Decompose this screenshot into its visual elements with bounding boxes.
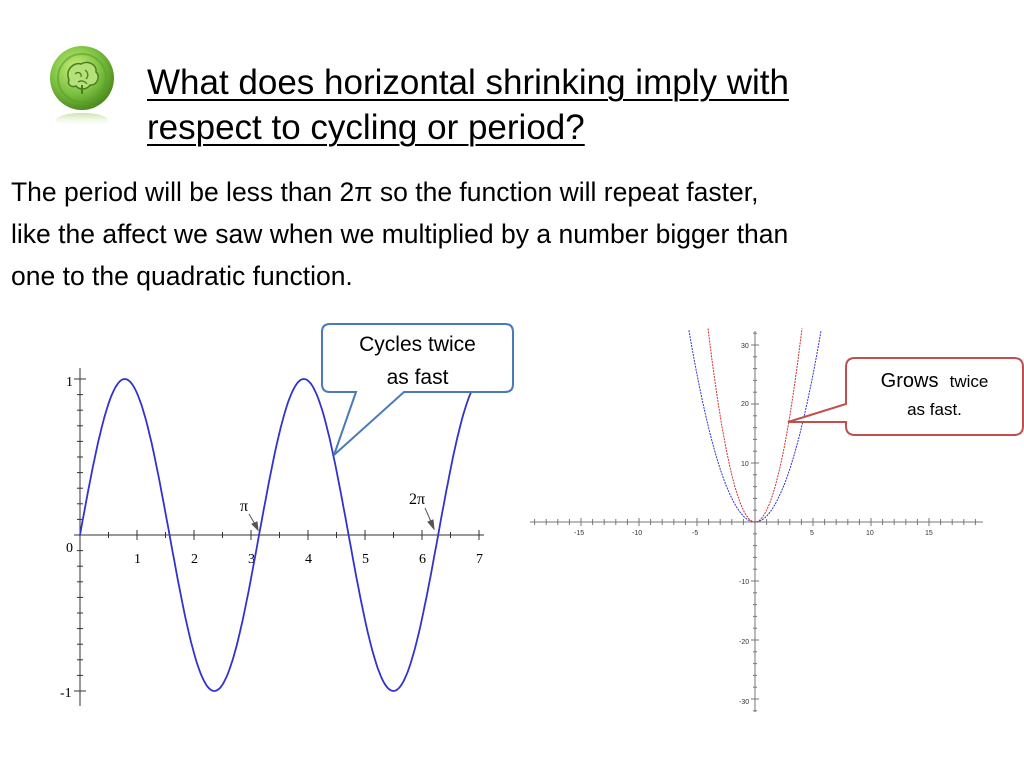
para-y-tick-neg30: -30 xyxy=(739,699,749,706)
body-paragraph: The period will be less than 2π so the f… xyxy=(11,171,1021,297)
sine-x-tick-4: 4 xyxy=(305,552,312,567)
para-y-tick-10: 10 xyxy=(741,461,749,468)
sine-x-tick-7: 7 xyxy=(476,552,483,567)
parabola-callout-grows: Grows xyxy=(880,370,939,392)
title-line-1: What does horizontal shrinking imply wit… xyxy=(147,63,789,102)
para-x-tick-10: 10 xyxy=(866,530,874,537)
title-line-2: respect to cycling or period? xyxy=(147,108,585,147)
sine-series-line xyxy=(79,378,480,692)
parabola-callout: Grows twice as fast. xyxy=(846,365,1023,422)
sine-x-tick-3: 3 xyxy=(248,552,255,567)
parabola-ticks xyxy=(534,332,976,712)
body-line-3: one to the quadratic function. xyxy=(11,261,353,291)
two-pi-annotation: 2π xyxy=(409,491,425,508)
sine-y-tick-neg1: -1 xyxy=(60,686,72,701)
para-x-tick-15: 15 xyxy=(925,530,933,537)
sine-x-tick-5: 5 xyxy=(362,552,369,567)
sine-x-tick-2: 2 xyxy=(191,552,198,567)
para-y-tick-30: 30 xyxy=(741,343,749,350)
para-x-tick-neg10: -10 xyxy=(632,530,642,537)
sine-y-tick-0: 0 xyxy=(66,541,73,556)
sine-callout-line-2: as fast xyxy=(386,366,449,389)
para-y-tick-neg10: -10 xyxy=(739,579,749,586)
para-y-tick-20: 20 xyxy=(741,401,749,408)
para-x-tick-neg5: -5 xyxy=(692,530,698,537)
sine-callout: Cycles twice as fast xyxy=(322,328,513,394)
para-x-tick-5: 5 xyxy=(810,530,814,537)
body-line-2: like the affect we saw when we multiplie… xyxy=(11,219,789,249)
para-x-tick-neg15: -15 xyxy=(574,530,584,537)
sine-x-tick-6: 6 xyxy=(419,552,426,567)
brain-logo-icon xyxy=(50,46,114,127)
sine-y-tick-1: 1 xyxy=(66,375,73,390)
body-line-1: The period will be less than 2π so the f… xyxy=(11,177,759,207)
parabola-series-line-2x-squared xyxy=(707,328,803,523)
para-y-tick-neg20: -20 xyxy=(739,639,749,646)
slide-title: What does horizontal shrinking imply wit… xyxy=(147,60,987,150)
parabola-callout-line-1: Grows twice xyxy=(846,365,1023,398)
sine-callout-line-1: Cycles twice xyxy=(359,333,476,356)
parabola-callout-line-2: as fast. xyxy=(907,400,962,419)
sine-x-tick-1: 1 xyxy=(134,552,141,567)
sine-axes xyxy=(79,368,484,706)
annotation-arrows xyxy=(248,507,435,532)
pi-annotation: π xyxy=(240,498,248,515)
parabola-callout-twice: twice xyxy=(949,372,989,391)
sine-ticks xyxy=(74,378,480,692)
